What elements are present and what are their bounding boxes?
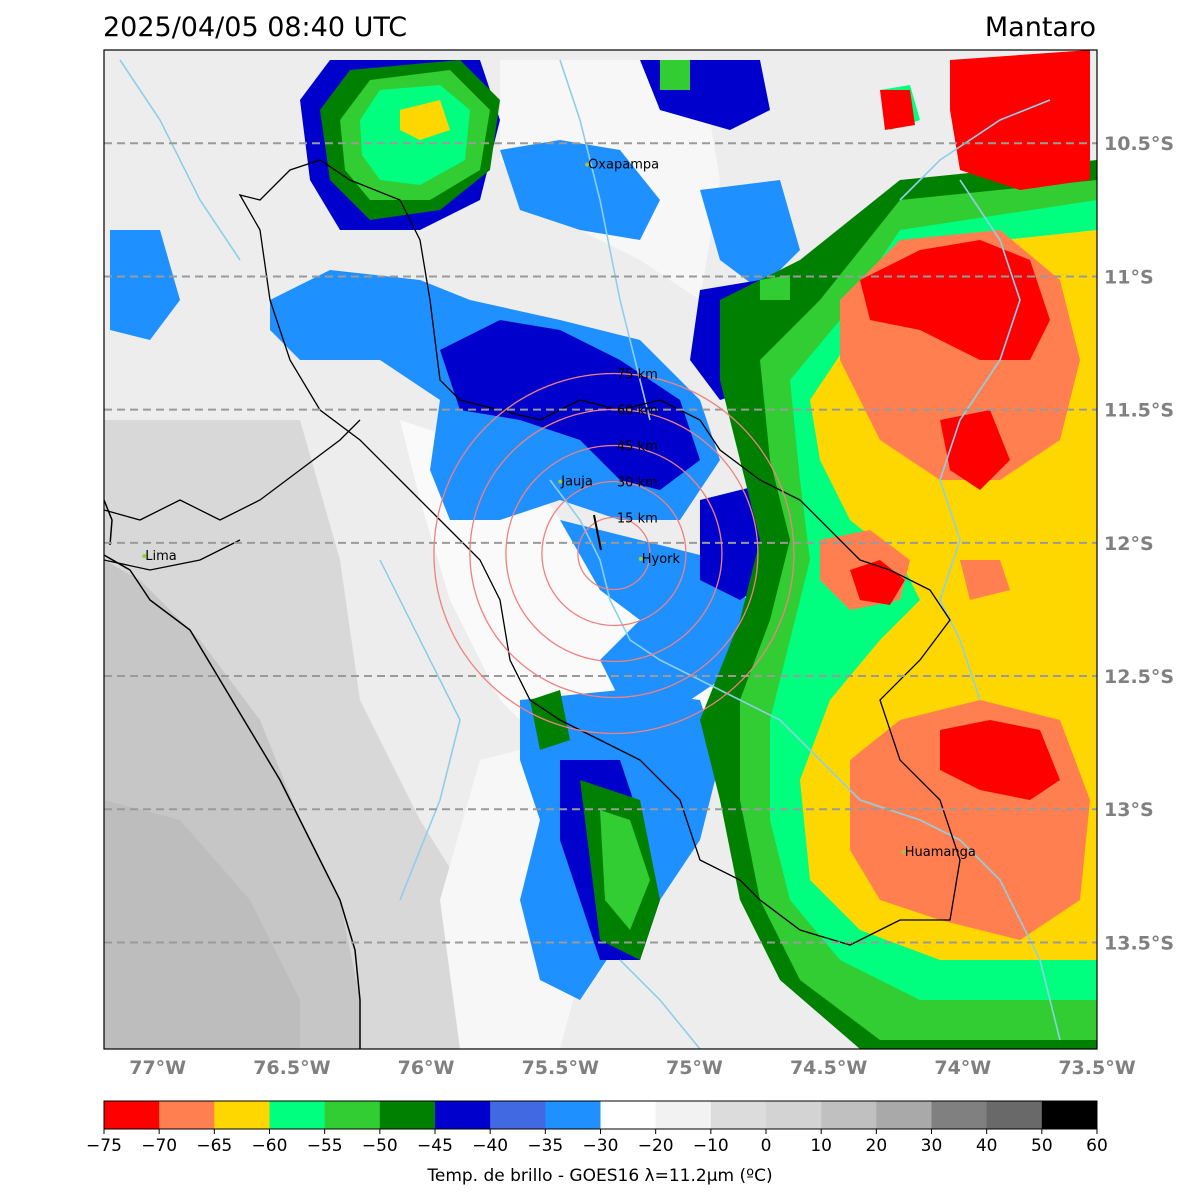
timestamp-title: 2025/04/05 08:40 UTC	[103, 12, 408, 43]
colorbar-swatch	[655, 1101, 712, 1129]
lat-tick-label: 13°S	[1104, 799, 1154, 821]
colorbar-swatch	[545, 1101, 601, 1129]
lon-tick-label: 73.5°W	[1058, 1057, 1135, 1079]
lon-tick-label: 74.5°W	[790, 1057, 867, 1079]
colorbar-swatch	[379, 1101, 436, 1129]
range-ring-label: 30 km	[617, 475, 658, 490]
colorbar-tick-label: 60	[1086, 1136, 1108, 1156]
colorbar-swatch	[600, 1101, 657, 1129]
colorbar-swatch	[876, 1101, 932, 1129]
range-ring	[577, 516, 651, 591]
city-label: Hyork	[642, 552, 681, 567]
range-ring	[505, 444, 723, 663]
colorbar-tick-label: −35	[527, 1136, 563, 1156]
lat-tick-label: 11.5°S	[1104, 400, 1174, 422]
colorbar-swatch	[821, 1101, 877, 1129]
lon-tick-label: 76.5°W	[253, 1057, 330, 1079]
lat-tick-label: 12.5°S	[1104, 666, 1174, 688]
map-frame	[103, 49, 1098, 1050]
basin-boundaries	[104, 159, 961, 946]
colorbar-tick-label: −70	[141, 1136, 177, 1156]
colorbar-tick-label: −45	[417, 1136, 453, 1156]
colorbar-swatch	[159, 1101, 215, 1129]
lon-tick-label: 77°W	[129, 1057, 186, 1079]
lon-tick-label: 76°W	[398, 1057, 455, 1079]
map-area: 15 km 30 km 45 km 60 km 75 km Oxapampa Jauja H…	[104, 50, 1097, 1049]
colorbar-swatch	[490, 1101, 546, 1129]
colorbar-swatch	[269, 1101, 326, 1129]
colorbar-swatch	[766, 1101, 822, 1129]
colorbar-tick-label: −55	[307, 1136, 343, 1156]
lon-tick-label: 75°W	[666, 1057, 723, 1079]
colorbar-tick-label: −60	[252, 1136, 288, 1156]
lat-tick-label: 12°S	[1104, 533, 1154, 555]
range-ring-label: 15 km	[617, 511, 658, 526]
colorbar-tick-label: −10	[693, 1136, 729, 1156]
colorbar-tick-label: −65	[196, 1136, 232, 1156]
city-dot	[142, 554, 147, 559]
colorbar-swatch	[104, 1101, 160, 1129]
city-dot	[585, 162, 590, 167]
city-dot	[638, 556, 643, 561]
colorbar-swatch	[324, 1101, 381, 1129]
radar-beam-line	[593, 514, 602, 551]
region-title: Mantaro	[984, 12, 1096, 43]
colorbar-tick-label: 40	[976, 1136, 998, 1156]
colorbar-tick-label: 30	[921, 1136, 943, 1156]
colorbar-tick-label: 10	[810, 1136, 832, 1156]
range-ring	[433, 372, 795, 735]
colorbar-swatch	[214, 1101, 270, 1129]
colorbar-tick-label: −20	[638, 1136, 674, 1156]
city-markers: Oxapampa Jauja Hyork Lima Huamanga	[142, 158, 976, 860]
lon-tick-label: 75.5°W	[522, 1057, 599, 1079]
colorbar-label: Temp. de brillo - GOES16 λ=11.2μm (ºC)	[426, 1166, 772, 1186]
lat-tick-label: 11°S	[1104, 266, 1154, 288]
ocean-patch-dark	[104, 800, 300, 1049]
colorbar-tick-label: 0	[761, 1136, 772, 1156]
colorbar-swatch	[1041, 1101, 1098, 1129]
lon-tick-label: 74°W	[934, 1057, 991, 1079]
colorbar-swatch	[931, 1101, 988, 1129]
coastline-north	[104, 499, 113, 546]
longitude-labels: 77°W 76.5°W 76°W 75.5°W 75°W 74.5°W 74°W 73.5°W	[129, 1057, 1135, 1079]
colorbar-tick-label: −50	[362, 1136, 398, 1156]
colorbar-tick-label: 20	[866, 1136, 888, 1156]
city-label: Lima	[145, 549, 176, 564]
city-dot	[558, 479, 563, 484]
city-dot	[901, 849, 906, 854]
colorbar-swatch	[710, 1101, 767, 1129]
colorbar-swatch	[986, 1101, 1043, 1129]
colorbar-tick-label: −40	[472, 1136, 508, 1156]
colorbar-tick-label: −30	[583, 1136, 619, 1156]
latitude-labels: 10.5°S 11°S 11.5°S 12°S 12.5°S 13°S 13.5°S	[1104, 133, 1174, 954]
colorbar-tick-label: −75	[86, 1136, 122, 1156]
lat-tick-label: 13.5°S	[1104, 932, 1174, 954]
range-ring	[541, 480, 687, 627]
range-ring	[469, 408, 759, 699]
colorbar-swatch	[435, 1101, 491, 1129]
range-ring-label: 60 km	[617, 403, 658, 418]
range-rings: 15 km 30 km 45 km 60 km 75 km	[433, 367, 795, 735]
city-label: Oxapampa	[588, 158, 659, 173]
city-label: Huamanga	[905, 845, 976, 860]
range-ring-label: 45 km	[617, 439, 658, 454]
lat-tick-label: 10.5°S	[1104, 133, 1174, 155]
city-label: Jauja	[560, 475, 593, 490]
colorbar-tick-label: 50	[1031, 1136, 1053, 1156]
colorbar: −75 −70 −65 −60 −55 −50 −45 −40 −35 −30 −20 −10 0 10 2…	[86, 1100, 1108, 1156]
range-ring-label: 75 km	[617, 367, 658, 382]
coastline	[104, 554, 361, 1049]
